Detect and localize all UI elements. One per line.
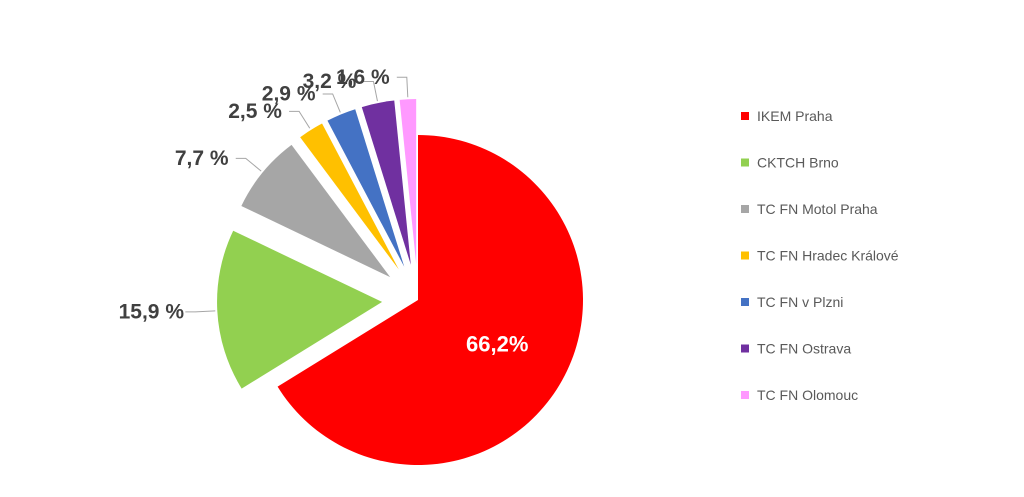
legend-label-tc-fn-motol-praha: TC FN Motol Praha xyxy=(757,201,878,217)
pie-slice-tc-fn-ostrava xyxy=(361,100,411,265)
legend-label-cktch-brno: CKTCH Brno xyxy=(757,155,839,171)
legend-swatch-ikem-praha xyxy=(741,112,749,120)
leader-line-tc-fn-motol-praha xyxy=(235,157,262,172)
pie-slice-tc-fn-v-plzni xyxy=(327,109,405,267)
pie-slice-ikem-praha xyxy=(277,135,583,465)
legend-label-ikem-praha: IKEM Praha xyxy=(757,108,833,124)
slice-label-tc-fn-hradec-kr-lov: 2,5 % xyxy=(228,100,282,123)
leader-line-cktch-brno xyxy=(185,310,216,313)
pie-slice-tc-fn-motol-praha xyxy=(241,144,391,278)
legend-swatch-cktch-brno xyxy=(741,158,749,167)
pie-slice-tc-fn-olomouc xyxy=(399,99,417,265)
leader-line-tc-fn-ostrava xyxy=(363,80,378,102)
legend-swatch-tc-fn-hradec-kr-lov xyxy=(741,251,749,260)
slice-label-ikem-praha: 66,2% xyxy=(466,332,528,357)
legend-swatch-tc-fn-olomouc xyxy=(741,391,749,399)
legend-swatch-tc-fn-v-plzni xyxy=(741,298,749,306)
slice-label-tc-fn-motol-praha: 7,7 % xyxy=(175,147,229,170)
legend: IKEM Praha CKTCH Brno TC FN Motol Praha TC … xyxy=(741,108,899,403)
leader-lines xyxy=(185,76,409,313)
legend-swatch-tc-fn-ostrava xyxy=(741,344,749,353)
legend-swatch-tc-fn-motol-praha xyxy=(741,205,749,213)
leader-line-tc-fn-v-plzni xyxy=(322,93,341,113)
slice-label-tc-fn-olomouc: 1,6 % xyxy=(336,66,390,89)
slice-label-tc-fn-ostrava: 3,2 % xyxy=(303,70,357,93)
slice-label-cktch-brno: 15,9 % xyxy=(119,300,185,323)
legend-label-tc-fn-olomouc: TC FN Olomouc xyxy=(757,387,858,403)
legend-label-tc-fn-v-plzni: TC FN v Plzni xyxy=(757,294,843,310)
leader-line-tc-fn-olomouc xyxy=(396,76,409,98)
legend-label-tc-fn-ostrava: TC FN Ostrava xyxy=(757,341,851,357)
legend-label-tc-fn-hradec-kr-lov: TC FN Hradec Králové xyxy=(757,248,899,264)
pie-slice-cktch-brno xyxy=(217,230,383,389)
pie-slice-tc-fn-hradec-kr-lov xyxy=(300,123,399,270)
pie-slices xyxy=(217,99,583,465)
leader-line-tc-fn-hradec-kr-lov xyxy=(289,110,311,129)
slice-label-tc-fn-v-plzni: 2,9 % xyxy=(262,82,316,105)
slice-labels: 66,2% 15,9 % 7,7 % 2,5 %2,9 %3,2 %1,6 % xyxy=(119,66,529,357)
